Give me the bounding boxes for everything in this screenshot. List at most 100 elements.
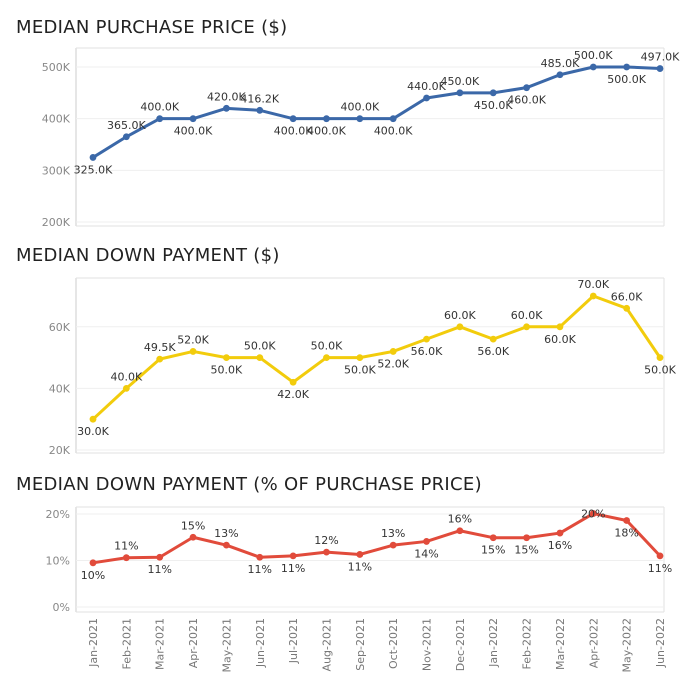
x-tick-label: Apr-2022 (587, 618, 600, 668)
data-point (256, 354, 264, 361)
data-label: 52.0K (377, 357, 409, 370)
x-tick-label: Jan-2022 (487, 618, 500, 668)
data-label: 50.0K (644, 364, 676, 377)
data-point (223, 354, 230, 361)
data-label: 400.0K (274, 125, 313, 138)
data-label: 11% (648, 562, 672, 575)
data-point (89, 559, 97, 567)
data-label: 70.0K (577, 278, 609, 291)
down-payment-title: MEDIAN DOWN PAYMENT ($) (16, 245, 280, 266)
data-label: 30.0K (77, 425, 109, 438)
data-label: 400.0K (340, 101, 379, 114)
data-label: 16% (448, 513, 472, 526)
x-tick-label: Nov-2021 (421, 618, 434, 671)
data-label: 15% (514, 544, 538, 557)
data-label: 400.0K (140, 101, 179, 114)
data-label: 14% (414, 547, 438, 560)
data-label: 60.0K (444, 309, 476, 322)
data-point (189, 533, 197, 541)
data-label: 60.0K (511, 309, 543, 322)
y-tick-label: 20K (49, 444, 71, 457)
data-point (523, 534, 530, 542)
data-point (489, 89, 497, 97)
data-point (189, 115, 197, 123)
data-label: 11% (248, 563, 272, 576)
data-label: 60.0K (544, 333, 576, 346)
purchase-price-title: MEDIAN PURCHASE PRICE ($) (16, 17, 288, 38)
data-point (623, 517, 631, 524)
data-point (656, 65, 664, 72)
data-point (456, 323, 464, 331)
data-point (122, 133, 130, 141)
data-point (323, 548, 330, 556)
x-tick-label: Jun-2021 (254, 618, 267, 668)
x-tick-label: Oct-2021 (387, 618, 400, 669)
data-point (523, 84, 530, 92)
data-point (423, 538, 430, 545)
data-label: 400.0K (374, 125, 413, 138)
data-point (89, 154, 97, 161)
x-tick-label: Mar-2021 (154, 618, 167, 670)
data-label: 11% (281, 562, 305, 575)
y-tick-label: 10% (46, 555, 70, 568)
data-point (356, 115, 364, 123)
data-point (423, 335, 430, 343)
data-point (456, 89, 464, 97)
data-point (489, 534, 497, 542)
data-label: 20% (581, 508, 605, 521)
data-point (323, 354, 330, 361)
data-point (656, 354, 664, 361)
data-label: 500.0K (607, 73, 646, 86)
data-label: 52.0K (177, 333, 209, 346)
series-line (91, 512, 662, 565)
data-label: 12% (314, 534, 338, 547)
x-tick-label: Aug-2021 (320, 618, 333, 671)
data-point (356, 354, 364, 361)
data-label: 15% (481, 544, 505, 557)
y-tick-label: 400K (42, 113, 71, 126)
data-label: 50.0K (211, 364, 243, 377)
x-tick-label: Sep-2021 (354, 618, 367, 671)
data-label: 49.5K (144, 341, 176, 354)
data-label: 400.0K (174, 125, 213, 138)
x-tick-label: Apr-2021 (187, 618, 200, 668)
data-label: 420.0K (207, 90, 246, 103)
data-label: 460.0K (507, 94, 546, 107)
data-label: 11% (348, 560, 372, 573)
x-tick-label: Feb-2021 (120, 618, 133, 669)
y-tick-label: 20% (46, 508, 70, 521)
x-tick-label: Mar-2022 (554, 618, 567, 670)
series-line (91, 294, 662, 421)
x-tick-label: Jun-2022 (654, 618, 667, 668)
data-point (523, 323, 530, 331)
data-point (189, 348, 197, 355)
data-point (223, 541, 230, 549)
data-label: 66.0K (611, 290, 643, 303)
y-tick-label: 60K (49, 321, 71, 334)
data-point (589, 292, 597, 300)
data-point (556, 323, 564, 331)
data-point (89, 415, 97, 423)
data-label: 416.2K (240, 92, 279, 105)
data-label: 10% (81, 569, 105, 582)
data-label: 500.0K (574, 49, 613, 62)
data-point (589, 63, 597, 71)
data-point (389, 348, 397, 355)
data-label: 40.0K (110, 370, 142, 383)
data-point (289, 378, 297, 386)
data-point (256, 106, 264, 114)
data-label: 325.0K (74, 163, 113, 176)
data-point (623, 304, 631, 312)
data-point (156, 553, 164, 561)
chart-3: 0% 10% 20% 10% 11% 11% 15% 13% 11% 11% 12% 11% 13% 14… (46, 506, 672, 614)
data-point (589, 510, 597, 517)
x-tick-label: Jan-2021 (87, 618, 100, 668)
data-label: 13% (214, 527, 238, 540)
y-tick-label: 200K (42, 216, 71, 229)
data-label: 42.0K (277, 388, 309, 401)
y-tick-label: 500K (42, 61, 71, 74)
down-payment-pct-title: MEDIAN DOWN PAYMENT (% OF PURCHASE PRICE… (16, 474, 482, 495)
y-tick-label: 40K (49, 382, 71, 395)
data-point (389, 541, 397, 549)
